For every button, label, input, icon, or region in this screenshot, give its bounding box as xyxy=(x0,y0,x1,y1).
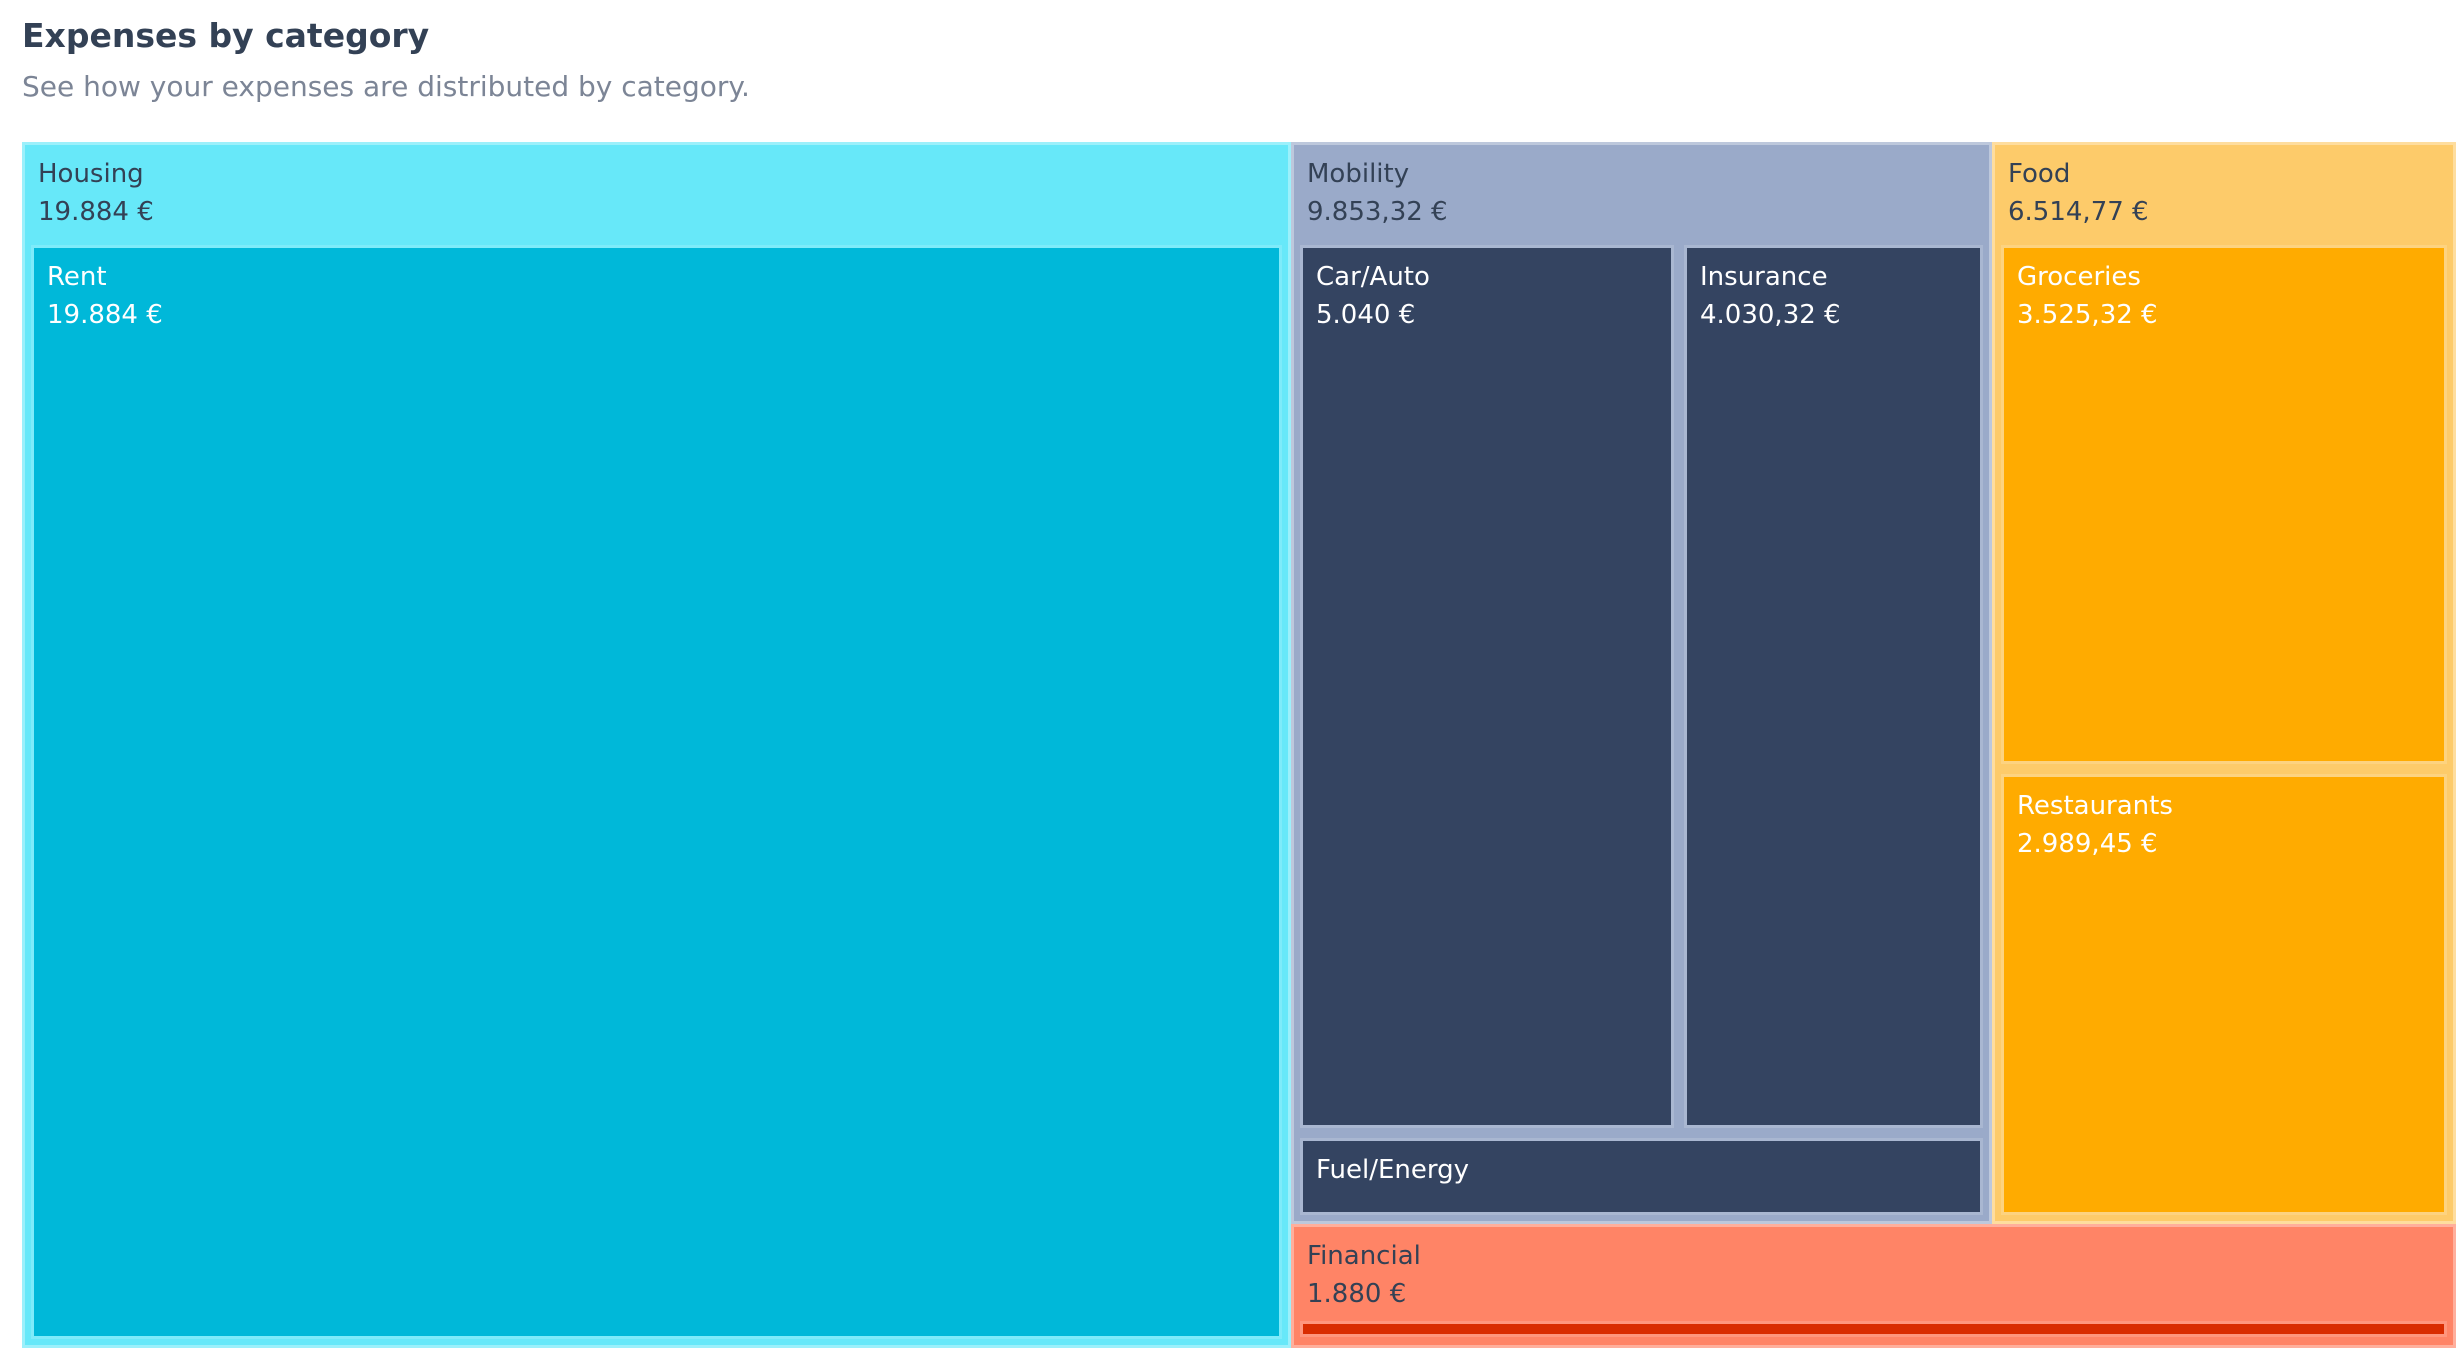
subcategory-restaurants[interactable]: Restaurants 2.989,45 € xyxy=(2001,774,2447,1215)
node-label: Car/Auto 5.040 € xyxy=(1316,258,1430,334)
subcategory-financial-item[interactable] xyxy=(1300,1321,2447,1337)
node-label: Mobility 9.853,32 € xyxy=(1307,155,1448,231)
node-name: Groceries xyxy=(2017,262,2141,292)
node-label: Restaurants 2.989,45 € xyxy=(2017,787,2173,863)
node-label: Housing 19.884 € xyxy=(38,155,154,231)
category-mobility[interactable]: Mobility 9.853,32 € Car/Auto 5.040 € Insuran… xyxy=(1291,142,1992,1224)
node-value: 1.880 € xyxy=(1307,1279,1407,1309)
node-label: Food 6.514,77 € xyxy=(2008,155,2149,231)
node-value: 9.853,32 € xyxy=(1307,197,1448,227)
page-subtitle: See how your expenses are distributed by… xyxy=(22,70,750,103)
node-label: Financial 1.880 € xyxy=(1307,1237,1421,1313)
node-label: Rent 19.884 € xyxy=(47,258,163,334)
node-name: Mobility xyxy=(1307,159,1410,189)
subcategory-fuel-energy[interactable]: Fuel/Energy xyxy=(1300,1138,1983,1215)
node-name: Financial xyxy=(1307,1241,1421,1271)
node-value: 4.030,32 € xyxy=(1700,300,1841,330)
category-food[interactable]: Food 6.514,77 € Groceries 3.525,32 € Restaur… xyxy=(1992,142,2456,1224)
page-title: Expenses by category xyxy=(22,16,430,55)
node-label: Insurance 4.030,32 € xyxy=(1700,258,1841,334)
node-value: 6.514,77 € xyxy=(2008,197,2149,227)
node-label: Fuel/Energy xyxy=(1316,1151,1469,1189)
subcategory-car-auto[interactable]: Car/Auto 5.040 € xyxy=(1300,245,1674,1128)
node-name: Insurance xyxy=(1700,262,1828,292)
category-housing[interactable]: Housing 19.884 € Rent 19.884 € xyxy=(22,142,1291,1348)
node-name: Car/Auto xyxy=(1316,262,1430,292)
subcategory-rent[interactable]: Rent 19.884 € xyxy=(31,245,1282,1339)
node-name: Fuel/Energy xyxy=(1316,1155,1470,1185)
node-value: 5.040 € xyxy=(1316,300,1416,330)
node-name: Rent xyxy=(47,262,107,292)
node-name: Housing xyxy=(38,159,144,189)
node-value: 2.989,45 € xyxy=(2017,829,2158,859)
subcategory-groceries[interactable]: Groceries 3.525,32 € xyxy=(2001,245,2447,764)
node-name: Restaurants xyxy=(2017,791,2173,821)
subcategory-insurance[interactable]: Insurance 4.030,32 € xyxy=(1684,245,1983,1128)
node-value: 19.884 € xyxy=(38,197,154,227)
node-value: 19.884 € xyxy=(47,300,163,330)
node-value: 3.525,32 € xyxy=(2017,300,2158,330)
node-name: Food xyxy=(2008,159,2071,189)
category-financial[interactable]: Financial 1.880 € xyxy=(1291,1224,2456,1348)
node-label: Groceries 3.525,32 € xyxy=(2017,258,2158,334)
expenses-treemap: Housing 19.884 € Rent 19.884 € Mobility 9.853… xyxy=(22,142,2456,1348)
